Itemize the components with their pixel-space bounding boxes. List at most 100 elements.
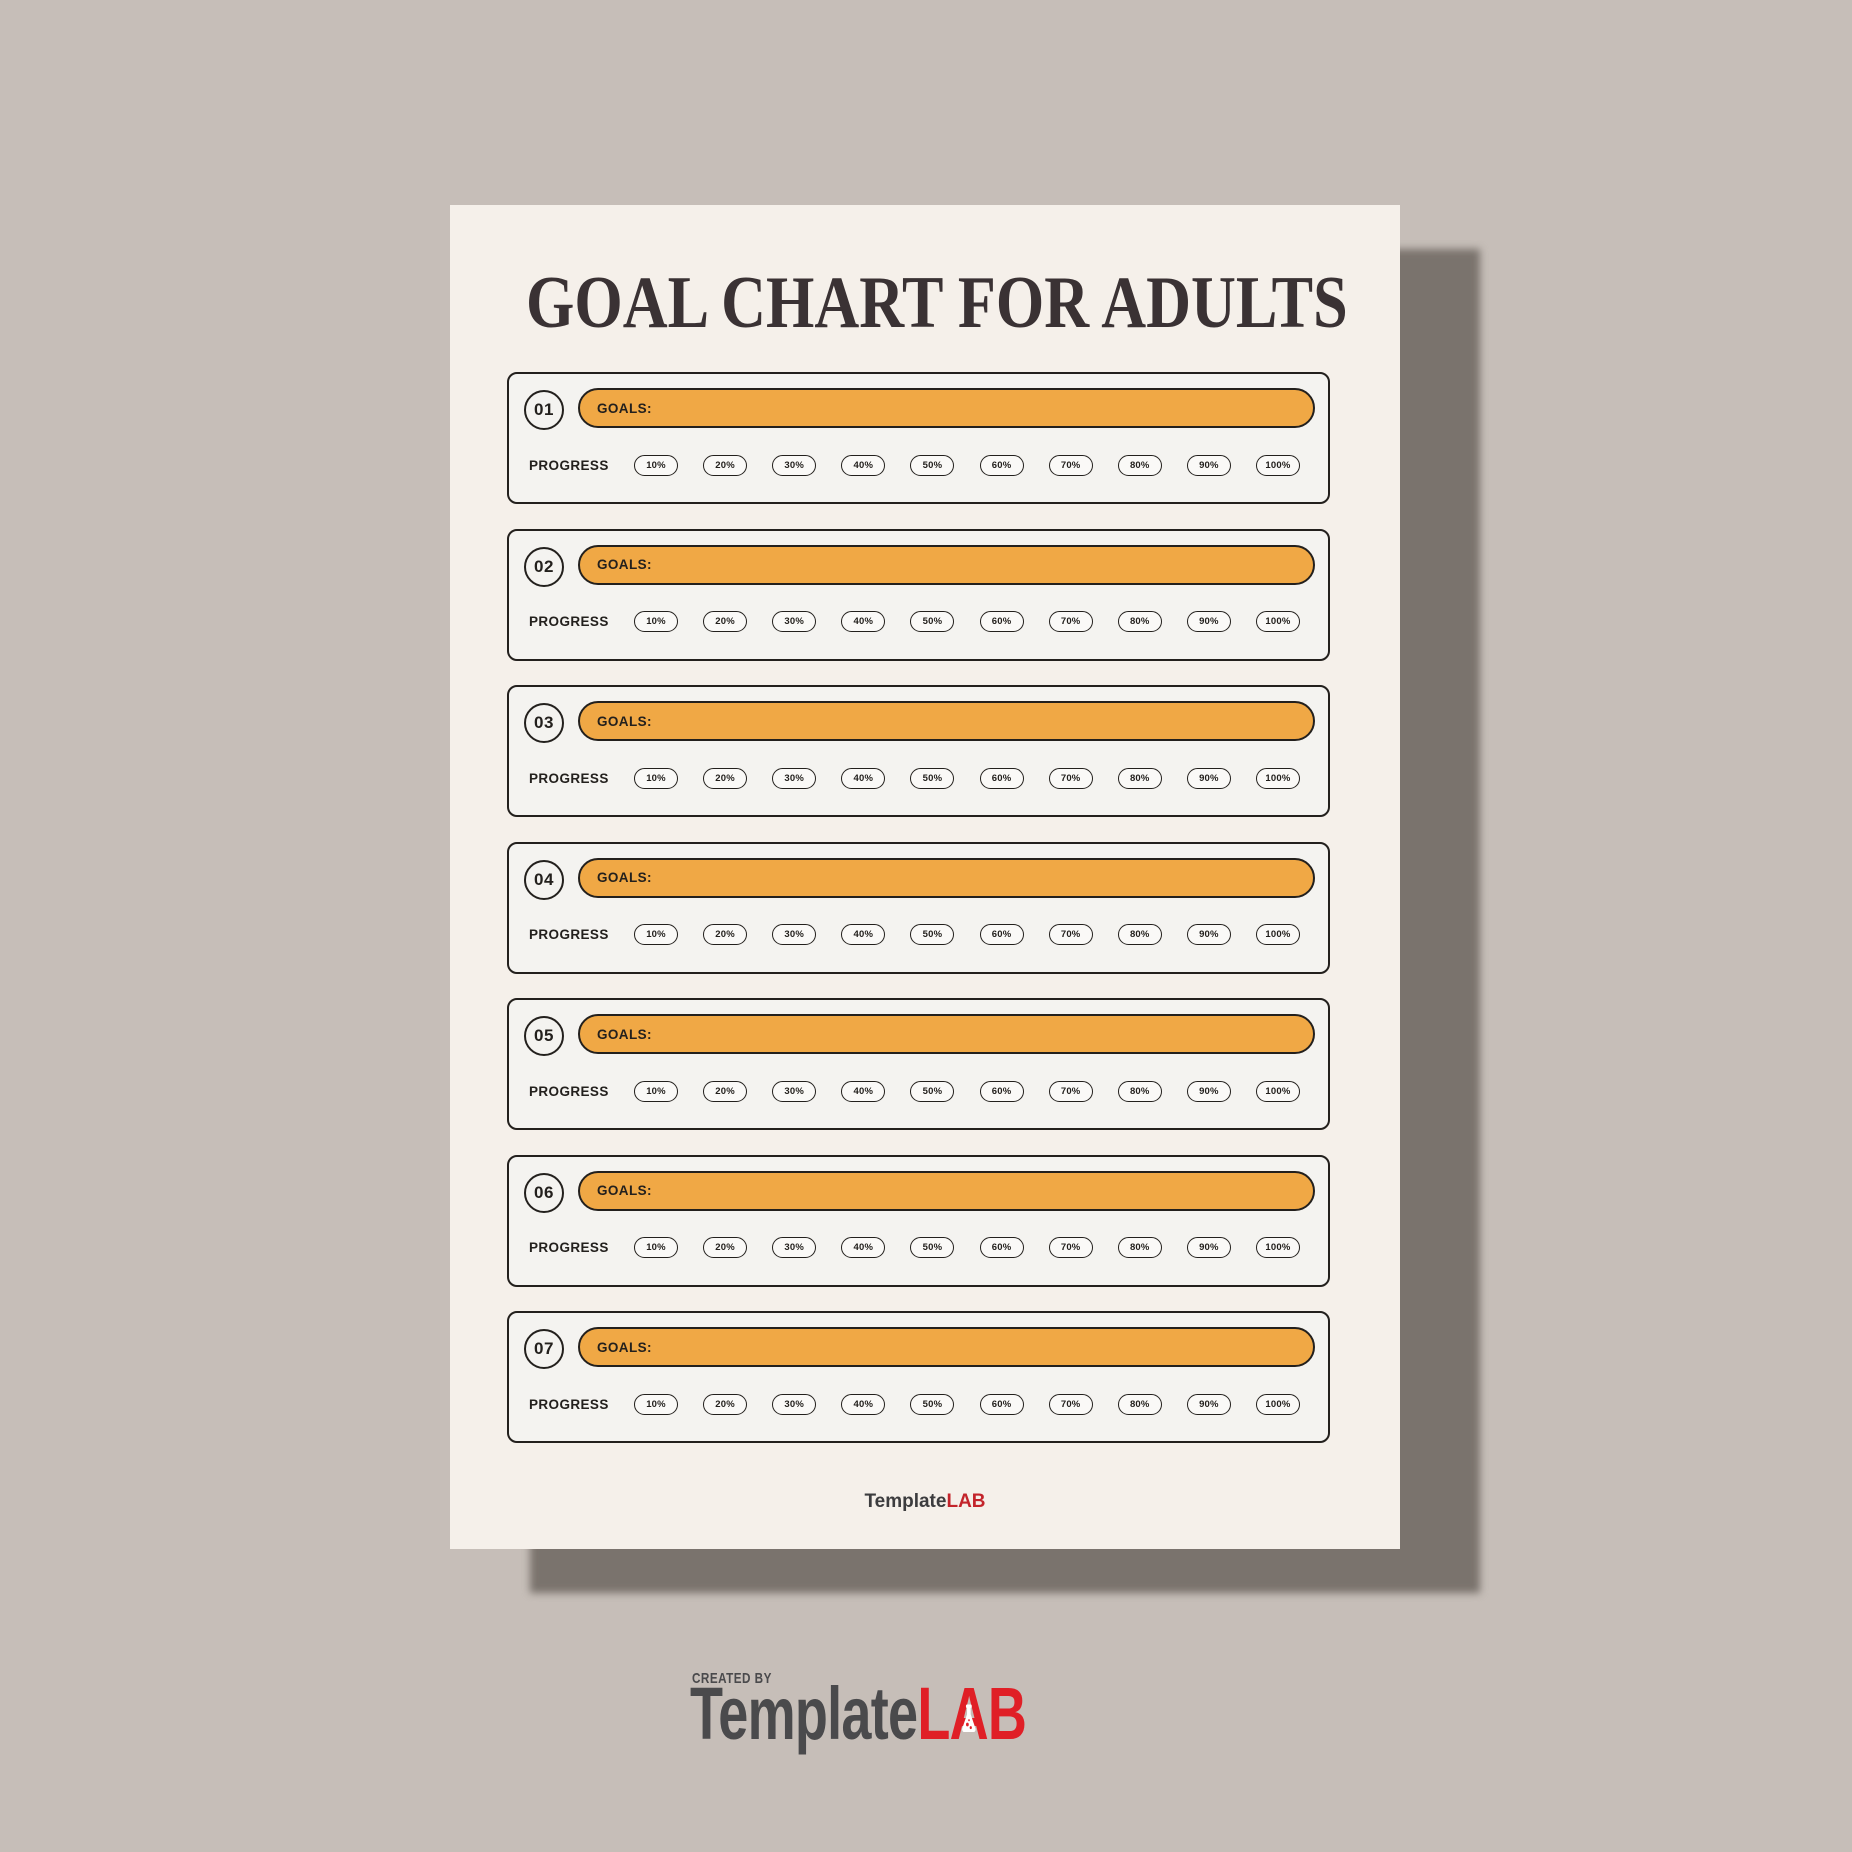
- progress-pill-90[interactable]: 90%: [1186, 924, 1231, 945]
- progress-pill-60[interactable]: 60%: [979, 767, 1024, 789]
- progress-label: PROGRESS: [529, 1396, 609, 1412]
- progress-pill-80[interactable]: 80%: [1117, 454, 1162, 476]
- progress-pill-20[interactable]: 20%: [703, 1237, 748, 1258]
- progress-pill-100[interactable]: 100%: [1255, 1393, 1300, 1415]
- progress-pill-80[interactable]: 80%: [1117, 767, 1162, 789]
- footer-logo: TemplateLAB: [450, 1492, 1400, 1512]
- progress-pill-40[interactable]: 40%: [841, 767, 886, 789]
- goal-input-bar[interactable]: GOALS:: [578, 544, 1315, 585]
- goal-number-badge: 04: [524, 859, 564, 900]
- progress-pill-10[interactable]: 10%: [634, 1393, 678, 1415]
- footer-logo-lab: LAB: [946, 1491, 986, 1512]
- progress-pill-100[interactable]: 100%: [1255, 611, 1300, 632]
- progress-pill-30[interactable]: 30%: [772, 1393, 817, 1415]
- progress-pill-30[interactable]: 30%: [772, 454, 817, 476]
- goal-row: 07 GOALS: PROGRESS 10% 20% 30% 40% 50% 60% 70%…: [507, 1311, 1330, 1443]
- progress-pills: 10% 20% 30% 40% 50% 60% 70% 80% 90% 100%: [634, 454, 1300, 476]
- progress-row: PROGRESS 10% 20% 30% 40% 50% 60% 70% 80% 90% 100%: [529, 607, 1300, 637]
- progress-pill-60[interactable]: 60%: [979, 454, 1024, 476]
- progress-pill-100[interactable]: 100%: [1255, 767, 1300, 789]
- progress-pill-100[interactable]: 100%: [1255, 924, 1300, 945]
- progress-pill-50[interactable]: 50%: [910, 454, 955, 476]
- goal-rows: 01 GOALS: PROGRESS 10% 20% 30% 40% 50% 60% 70%…: [507, 372, 1330, 1443]
- progress-pill-10[interactable]: 10%: [634, 611, 678, 632]
- progress-pill-90[interactable]: 90%: [1186, 1237, 1231, 1258]
- progress-row: PROGRESS 10% 20% 30% 40% 50% 60% 70% 80% 90% 100%: [529, 1076, 1300, 1106]
- goal-number: 05: [534, 1026, 554, 1045]
- progress-pill-80[interactable]: 80%: [1117, 1237, 1162, 1258]
- progress-pill-40[interactable]: 40%: [841, 454, 886, 476]
- goal-input-bar[interactable]: GOALS:: [578, 1170, 1315, 1211]
- progress-pill-30[interactable]: 30%: [772, 1080, 817, 1102]
- progress-pill-80[interactable]: 80%: [1117, 611, 1162, 632]
- progress-pill-50[interactable]: 50%: [910, 1393, 955, 1415]
- progress-pill-20[interactable]: 20%: [703, 767, 748, 789]
- progress-pill-40[interactable]: 40%: [841, 924, 886, 945]
- progress-pill-70[interactable]: 70%: [1048, 1237, 1093, 1258]
- progress-pill-70[interactable]: 70%: [1048, 767, 1093, 789]
- progress-pill-90[interactable]: 90%: [1186, 1393, 1231, 1415]
- progress-pill-10[interactable]: 10%: [634, 924, 678, 945]
- progress-pills: 10% 20% 30% 40% 50% 60% 70% 80% 90% 100%: [634, 1393, 1300, 1415]
- progress-pill-90[interactable]: 90%: [1186, 611, 1231, 632]
- progress-pill-40[interactable]: 40%: [841, 1080, 886, 1102]
- progress-pill-100[interactable]: 100%: [1255, 1080, 1300, 1102]
- progress-pill-20[interactable]: 20%: [703, 1393, 748, 1415]
- progress-pill-30[interactable]: 30%: [772, 1237, 817, 1258]
- progress-pill-60[interactable]: 60%: [979, 1080, 1024, 1102]
- progress-pill-70[interactable]: 70%: [1048, 924, 1093, 945]
- progress-pill-70[interactable]: 70%: [1048, 1080, 1093, 1102]
- progress-pill-60[interactable]: 60%: [979, 1393, 1024, 1415]
- progress-pills: 10% 20% 30% 40% 50% 60% 70% 80% 90% 100%: [634, 1080, 1300, 1102]
- progress-pill-80[interactable]: 80%: [1117, 924, 1162, 945]
- goal-input-bar[interactable]: GOALS:: [578, 388, 1315, 428]
- progress-pill-30[interactable]: 30%: [772, 924, 817, 945]
- progress-pill-70[interactable]: 70%: [1048, 1393, 1093, 1415]
- progress-pill-90[interactable]: 90%: [1186, 454, 1231, 476]
- progress-pill-20[interactable]: 20%: [703, 454, 748, 476]
- templatelab-logo: TemplateLA B: [690, 1677, 1027, 1751]
- goal-row: 05 GOALS: PROGRESS 10% 20% 30% 40% 50% 60% 70%…: [507, 998, 1330, 1130]
- progress-pill-40[interactable]: 40%: [841, 611, 886, 632]
- progress-pills: 10% 20% 30% 40% 50% 60% 70% 80% 90% 100%: [634, 767, 1300, 789]
- templatelab-logo-l: L: [917, 1672, 950, 1755]
- goal-input-bar[interactable]: GOALS:: [578, 857, 1315, 898]
- progress-pill-10[interactable]: 10%: [634, 1237, 678, 1258]
- progress-pill-60[interactable]: 60%: [979, 1237, 1024, 1258]
- progress-pill-70[interactable]: 70%: [1048, 611, 1093, 632]
- progress-pill-10[interactable]: 10%: [634, 767, 678, 789]
- progress-pill-10[interactable]: 10%: [634, 1080, 678, 1102]
- goal-number: 04: [534, 869, 554, 889]
- progress-pill-80[interactable]: 80%: [1117, 1080, 1162, 1102]
- progress-pill-80[interactable]: 80%: [1117, 1393, 1162, 1415]
- progress-pill-70[interactable]: 70%: [1048, 454, 1093, 476]
- progress-pill-30[interactable]: 30%: [772, 611, 817, 632]
- goal-row: 03 GOALS: PROGRESS 10% 20% 30% 40% 50% 60% 70%…: [507, 685, 1330, 817]
- progress-row: PROGRESS 10% 20% 30% 40% 50% 60% 70% 80% 90% 100%: [529, 1389, 1300, 1419]
- progress-pill-50[interactable]: 50%: [910, 611, 955, 632]
- goal-input-bar[interactable]: GOALS:: [578, 1014, 1315, 1054]
- progress-pill-100[interactable]: 100%: [1255, 454, 1300, 476]
- progress-pill-40[interactable]: 40%: [841, 1393, 886, 1415]
- progress-pill-100[interactable]: 100%: [1255, 1237, 1300, 1258]
- created-by-label: CREATED BY: [692, 1670, 772, 1687]
- progress-pill-50[interactable]: 50%: [910, 924, 955, 945]
- progress-pill-20[interactable]: 20%: [703, 611, 748, 632]
- progress-pill-50[interactable]: 50%: [910, 1080, 955, 1102]
- progress-pill-60[interactable]: 60%: [979, 611, 1024, 632]
- progress-label: PROGRESS: [529, 1083, 609, 1099]
- progress-pill-30[interactable]: 30%: [772, 767, 817, 789]
- progress-pill-20[interactable]: 20%: [703, 1080, 748, 1102]
- progress-pill-10[interactable]: 10%: [634, 454, 678, 476]
- progress-pill-90[interactable]: 90%: [1186, 767, 1231, 789]
- progress-pill-90[interactable]: 90%: [1186, 1080, 1231, 1102]
- progress-pill-60[interactable]: 60%: [979, 924, 1024, 945]
- progress-pill-20[interactable]: 20%: [703, 924, 748, 945]
- goal-input-bar[interactable]: GOALS:: [578, 1327, 1315, 1367]
- progress-pill-50[interactable]: 50%: [910, 1237, 955, 1258]
- progress-pill-40[interactable]: 40%: [841, 1237, 886, 1258]
- progress-pill-50[interactable]: 50%: [910, 767, 955, 789]
- goal-input-bar[interactable]: GOALS:: [578, 701, 1315, 741]
- progress-row: PROGRESS 10% 20% 30% 40% 50% 60% 70% 80% 90% 100%: [529, 920, 1300, 950]
